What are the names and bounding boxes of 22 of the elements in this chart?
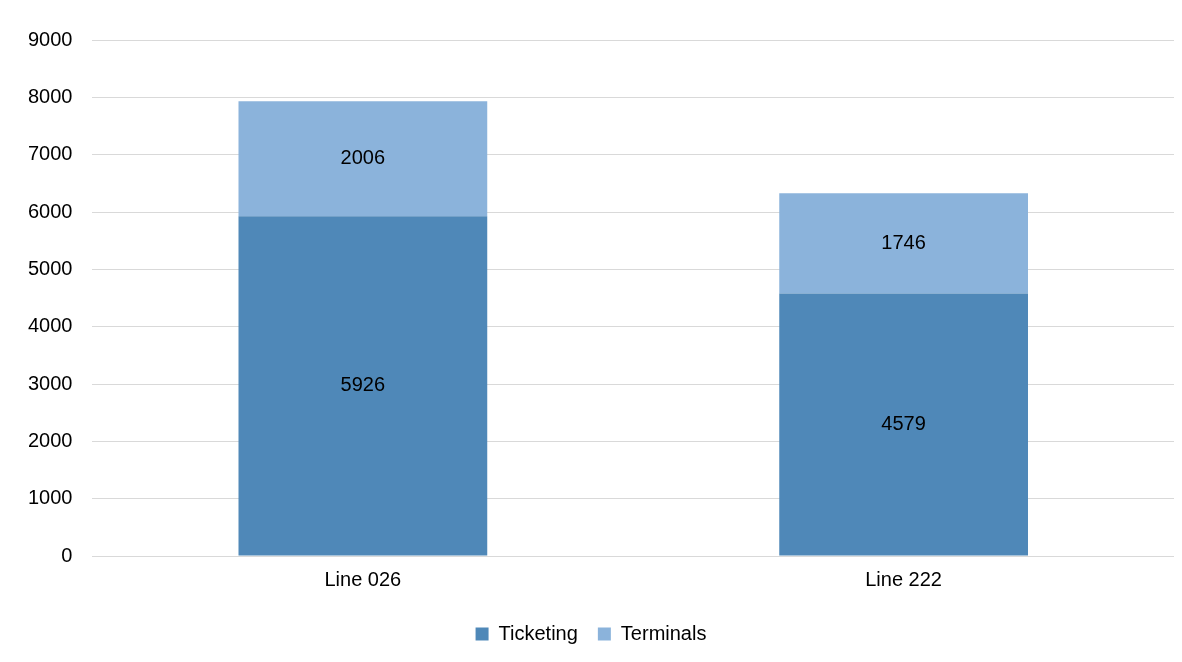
data-label: 5926	[340, 373, 386, 396]
y-tick-label: 2000	[27, 428, 73, 451]
y-tick-label: 1000	[27, 486, 73, 509]
legend-label: Terminals	[620, 621, 707, 644]
y-tick-label: 6000	[27, 199, 73, 222]
bar	[238, 101, 488, 217]
y-tick-label: 3000	[27, 371, 73, 394]
data-label: 2006	[340, 146, 386, 169]
x-tick-label: Line 026	[324, 567, 402, 590]
data-label: 4579	[881, 412, 926, 434]
y-tick-label: 9000	[27, 27, 73, 50]
y-tick-label: 7000	[27, 142, 73, 165]
x-tick-label: Line 222	[865, 567, 942, 590]
y-tick-label: 4000	[27, 314, 73, 337]
legend-label: Ticketing	[498, 621, 578, 644]
y-tick-label: 5000	[27, 256, 73, 279]
y-tick-label: 0	[61, 543, 73, 566]
y-tick-label: 8000	[27, 84, 73, 107]
bar	[779, 193, 1028, 294]
bar	[238, 216, 488, 556]
data-label: 1746	[881, 230, 926, 253]
bar	[779, 293, 1028, 556]
